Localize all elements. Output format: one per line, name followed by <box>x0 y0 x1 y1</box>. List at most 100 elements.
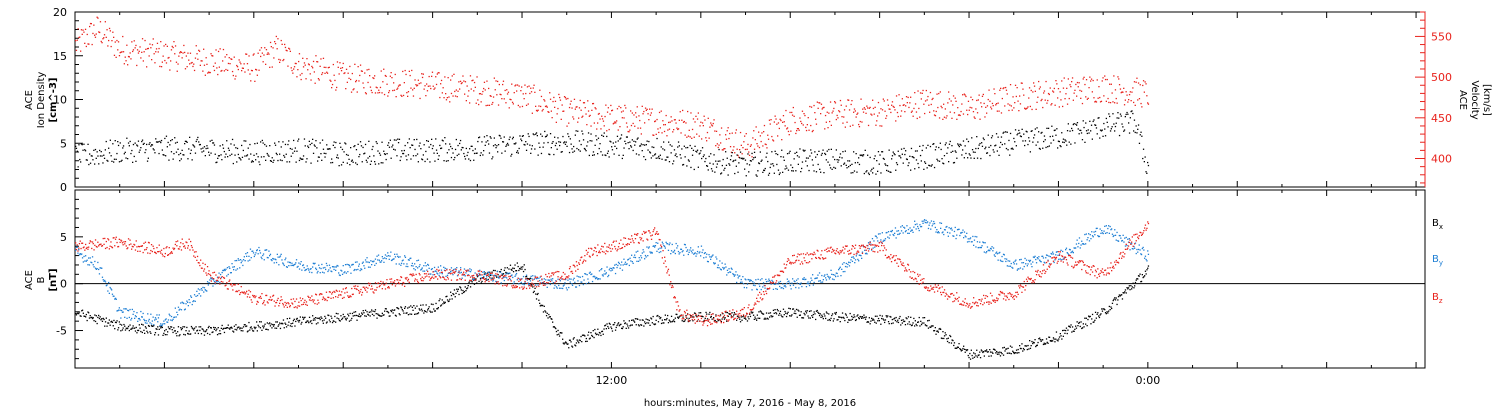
data-point <box>431 268 433 270</box>
data-point <box>425 304 427 306</box>
data-point <box>940 105 942 107</box>
data-point <box>706 131 709 134</box>
data-point <box>802 149 804 151</box>
data-point <box>689 144 691 147</box>
data-point <box>344 271 346 273</box>
data-point <box>669 320 671 322</box>
data-point <box>486 276 488 278</box>
data-point <box>97 17 99 19</box>
data-point <box>523 98 525 100</box>
data-point <box>183 333 185 336</box>
data-point <box>520 281 522 284</box>
data-point <box>815 156 817 158</box>
data-point <box>865 171 867 173</box>
data-point <box>730 315 732 317</box>
data-point <box>262 142 264 144</box>
data-point <box>706 313 708 315</box>
data-point <box>716 143 718 145</box>
data-point <box>745 175 747 177</box>
data-point <box>875 173 877 175</box>
data-point <box>78 254 81 256</box>
data-point <box>428 75 430 78</box>
data-point <box>87 264 89 266</box>
data-point <box>862 108 864 110</box>
data-point <box>421 159 424 161</box>
data-point <box>252 330 255 332</box>
data-point <box>658 157 661 160</box>
data-point <box>457 90 459 92</box>
data-point <box>631 324 633 326</box>
data-point <box>558 141 560 143</box>
data-point <box>536 277 538 279</box>
data-point <box>736 154 738 156</box>
data-point <box>413 87 415 89</box>
data-point <box>324 266 326 269</box>
data-point <box>532 133 534 135</box>
data-point <box>851 163 853 165</box>
data-point <box>136 145 139 147</box>
data-point <box>280 323 282 325</box>
data-point <box>964 94 966 96</box>
data-point <box>424 85 426 87</box>
data-point <box>648 119 650 121</box>
data-point <box>83 31 85 33</box>
data-point <box>1125 113 1127 116</box>
data-point <box>581 281 583 283</box>
data-point <box>547 111 549 113</box>
data-point <box>549 153 551 156</box>
data-point <box>486 279 489 281</box>
data-point <box>938 117 941 119</box>
data-point <box>108 147 110 149</box>
data-point <box>759 151 761 153</box>
data-point <box>502 80 505 82</box>
data-point <box>351 312 354 315</box>
data-point <box>450 156 453 159</box>
data-point <box>241 260 243 262</box>
data-point <box>746 148 748 150</box>
data-point <box>945 142 947 144</box>
data-point <box>226 327 229 329</box>
data-point <box>850 103 852 106</box>
data-point <box>681 148 683 150</box>
data-point <box>178 55 180 57</box>
data-point <box>844 150 846 152</box>
data-point <box>754 316 756 318</box>
data-point <box>228 327 230 329</box>
data-point <box>658 251 660 254</box>
data-point <box>522 283 524 285</box>
data-point <box>1104 75 1106 77</box>
data-point <box>1120 92 1122 94</box>
data-point <box>880 172 882 174</box>
data-point <box>991 135 994 137</box>
data-point <box>1017 100 1019 102</box>
data-point <box>773 312 775 314</box>
data-point <box>113 158 116 160</box>
data-point <box>743 317 745 319</box>
data-point <box>771 151 773 153</box>
data-point <box>348 264 351 267</box>
data-point <box>428 267 430 269</box>
data-point <box>213 328 216 330</box>
data-point <box>575 286 577 288</box>
data-point <box>656 137 658 140</box>
data-point <box>1060 335 1062 337</box>
data-point <box>238 59 240 61</box>
data-point <box>390 310 393 313</box>
data-point <box>934 115 937 117</box>
data-point <box>670 116 672 118</box>
data-point <box>459 142 461 145</box>
data-point <box>333 268 335 271</box>
data-point <box>1048 336 1051 338</box>
data-point <box>1055 331 1058 333</box>
data-point <box>816 153 818 156</box>
data-point <box>144 322 147 324</box>
data-point <box>1026 107 1028 109</box>
data-point <box>1128 99 1130 101</box>
data-point <box>1027 344 1029 347</box>
data-point <box>211 55 213 57</box>
data-point <box>834 158 836 161</box>
data-point <box>122 327 124 329</box>
data-point <box>607 150 609 152</box>
data-point <box>588 272 591 274</box>
data-point <box>1093 119 1095 121</box>
